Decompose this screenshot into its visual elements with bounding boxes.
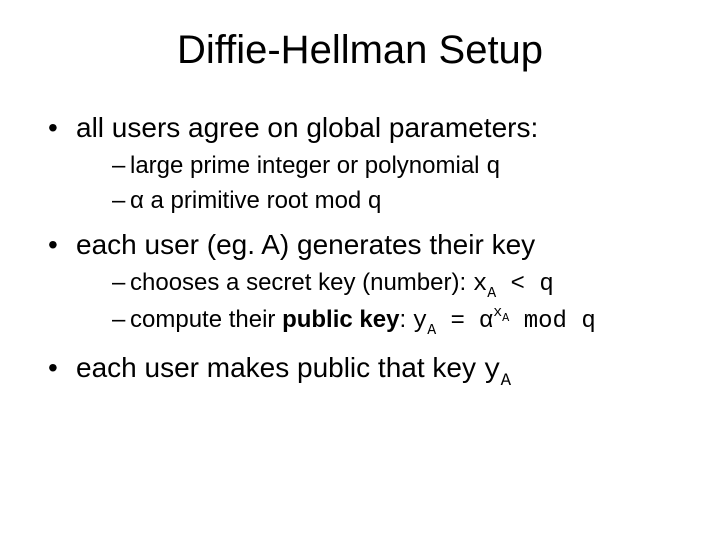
b1s2-text: α a primitive root mod q [130,187,381,214]
bullet-2-text: each user (eg. A) generates their key [76,229,535,260]
b2s1-lhs: x [473,271,487,298]
bullet-3: each user makes public that key yA [40,349,680,392]
bullet-1: all users agree on global parameters: la… [40,109,680,218]
b1s1-prefix: large prime integer or polynomial [130,152,486,179]
b2s1-math: xA < q [473,271,554,298]
bullet-2-sub-2: compute their public key: yA = αxA mod q [76,303,680,341]
b3-y-sub: A [501,372,511,391]
b2s2-y-sub: A [427,323,436,339]
b2s2-exp-x: x [493,305,502,321]
b2s1-prefix: chooses a secret key (number): [130,269,473,296]
b2s2-exp-sub: A [502,311,509,325]
b2s1-op: < [496,271,539,298]
b3-prefix: each user makes public that key [76,352,484,383]
b3-math: yA [484,355,511,386]
b2s2-mod: mod q [509,308,595,335]
b2s2-alpha: α [479,306,493,333]
slide-title: Diffie-Hellman Setup [40,28,680,73]
b1s1-mono: q [486,154,500,181]
b2s2-y: y [413,308,427,335]
bullet-1-text: all users agree on global parameters: [76,112,538,143]
b2s1-rhs: q [539,271,553,298]
b2s2-bold: public key [282,306,399,333]
bullet-2-sub: chooses a secret key (number): xA < q co… [76,266,680,341]
bullet-1-sub-2: α a primitive root mod q [76,184,680,218]
bullet-1-sub: large prime integer or polynomial q α a … [76,149,680,218]
b2s2-suffix: : [399,306,412,333]
b2s1-lhs-sub: A [487,286,496,302]
b3-y: y [484,355,501,386]
slide: Diffie-Hellman Setup all users agree on … [0,0,720,540]
b2s2-prefix: compute their [130,306,282,333]
bullet-1-sub-1: large prime integer or polynomial q [76,149,680,185]
b2s2-exp: xA [493,305,509,321]
bullet-list: all users agree on global parameters: la… [40,109,680,392]
bullet-2: each user (eg. A) generates their key ch… [40,226,680,341]
bullet-2-sub-1: chooses a secret key (number): xA < q [76,266,680,304]
b2s2-math: yA = [413,308,480,335]
b2s2-eq: = [436,308,479,335]
